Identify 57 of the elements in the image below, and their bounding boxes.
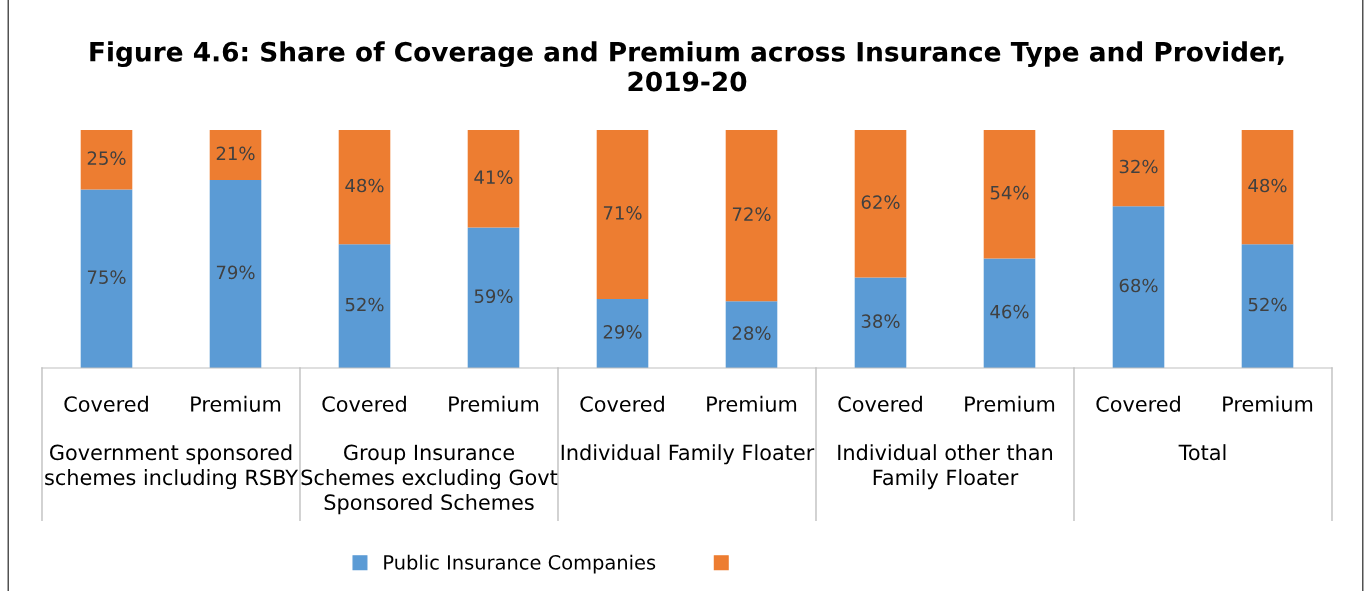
bar	[1241, 130, 1294, 245]
bar	[983, 258, 1036, 368]
data-label: 71%	[603, 206, 642, 220]
chart-title: Figure 4.6: Share of Coverage and Premium across Insurance Type and Provider, 2019-20	[90, 41, 1284, 92]
data-label: 29%	[603, 325, 642, 339]
bar	[338, 244, 391, 368]
data-label: 75%	[87, 270, 126, 284]
data-label: 62%	[861, 195, 900, 210]
text: Group Insurance Schemes excluding Govt Sponsored Schemes	[301, 444, 558, 515]
data-label: 25%	[87, 151, 126, 165]
x-tick-label: Premium	[1223, 395, 1313, 412]
bar	[338, 130, 391, 245]
x-tick-label: Covered	[322, 395, 406, 412]
data-label: 38%	[861, 314, 900, 329]
data-label: 28%	[732, 326, 771, 340]
bar	[467, 227, 520, 368]
x-tick-label: Premium	[449, 395, 539, 412]
bar	[209, 179, 262, 368]
legend-label: Public Insurance Companies	[384, 554, 656, 574]
data-label: 52%	[345, 297, 384, 312]
data-label: 32%	[1119, 159, 1158, 174]
data-label: 48%	[1248, 178, 1287, 193]
x-tick-label: Covered	[1096, 395, 1180, 412]
bar	[983, 130, 1036, 259]
text: Individual Family Floater	[561, 444, 815, 465]
x-tick-label: Covered	[838, 395, 922, 412]
text: Individual other than Family Floater	[838, 444, 1053, 490]
bar	[467, 130, 520, 228]
data-label: 46%	[990, 304, 1029, 319]
bar	[725, 301, 778, 368]
bar	[854, 130, 907, 278]
x-tick-label: Covered	[580, 395, 664, 412]
bar	[854, 277, 907, 368]
bar	[596, 298, 649, 368]
bar	[1112, 130, 1165, 207]
data-label: 79%	[216, 265, 255, 280]
data-label: 52%	[1248, 297, 1287, 312]
bar	[80, 189, 133, 368]
bar	[209, 130, 262, 180]
bar	[725, 130, 778, 302]
bar	[1112, 206, 1165, 368]
text: Total	[1178, 444, 1226, 461]
text: Government sponsored schemes including RSBY	[45, 444, 299, 490]
data-label: 21%	[216, 146, 255, 161]
x-tick-label: Premium	[965, 395, 1055, 412]
bar	[1241, 244, 1294, 368]
data-label: 59%	[474, 289, 513, 304]
data-label: 68%	[1119, 278, 1158, 293]
data-label: 54%	[990, 185, 1029, 200]
data-label: 72%	[732, 207, 771, 221]
bar	[80, 130, 133, 190]
x-tick-label: Covered	[64, 395, 148, 412]
x-tick-label: Premium	[191, 395, 281, 412]
x-tick-label: Premium	[707, 395, 797, 412]
data-label: 48%	[345, 178, 384, 193]
bar	[596, 130, 649, 299]
data-label: 41%	[474, 170, 513, 185]
